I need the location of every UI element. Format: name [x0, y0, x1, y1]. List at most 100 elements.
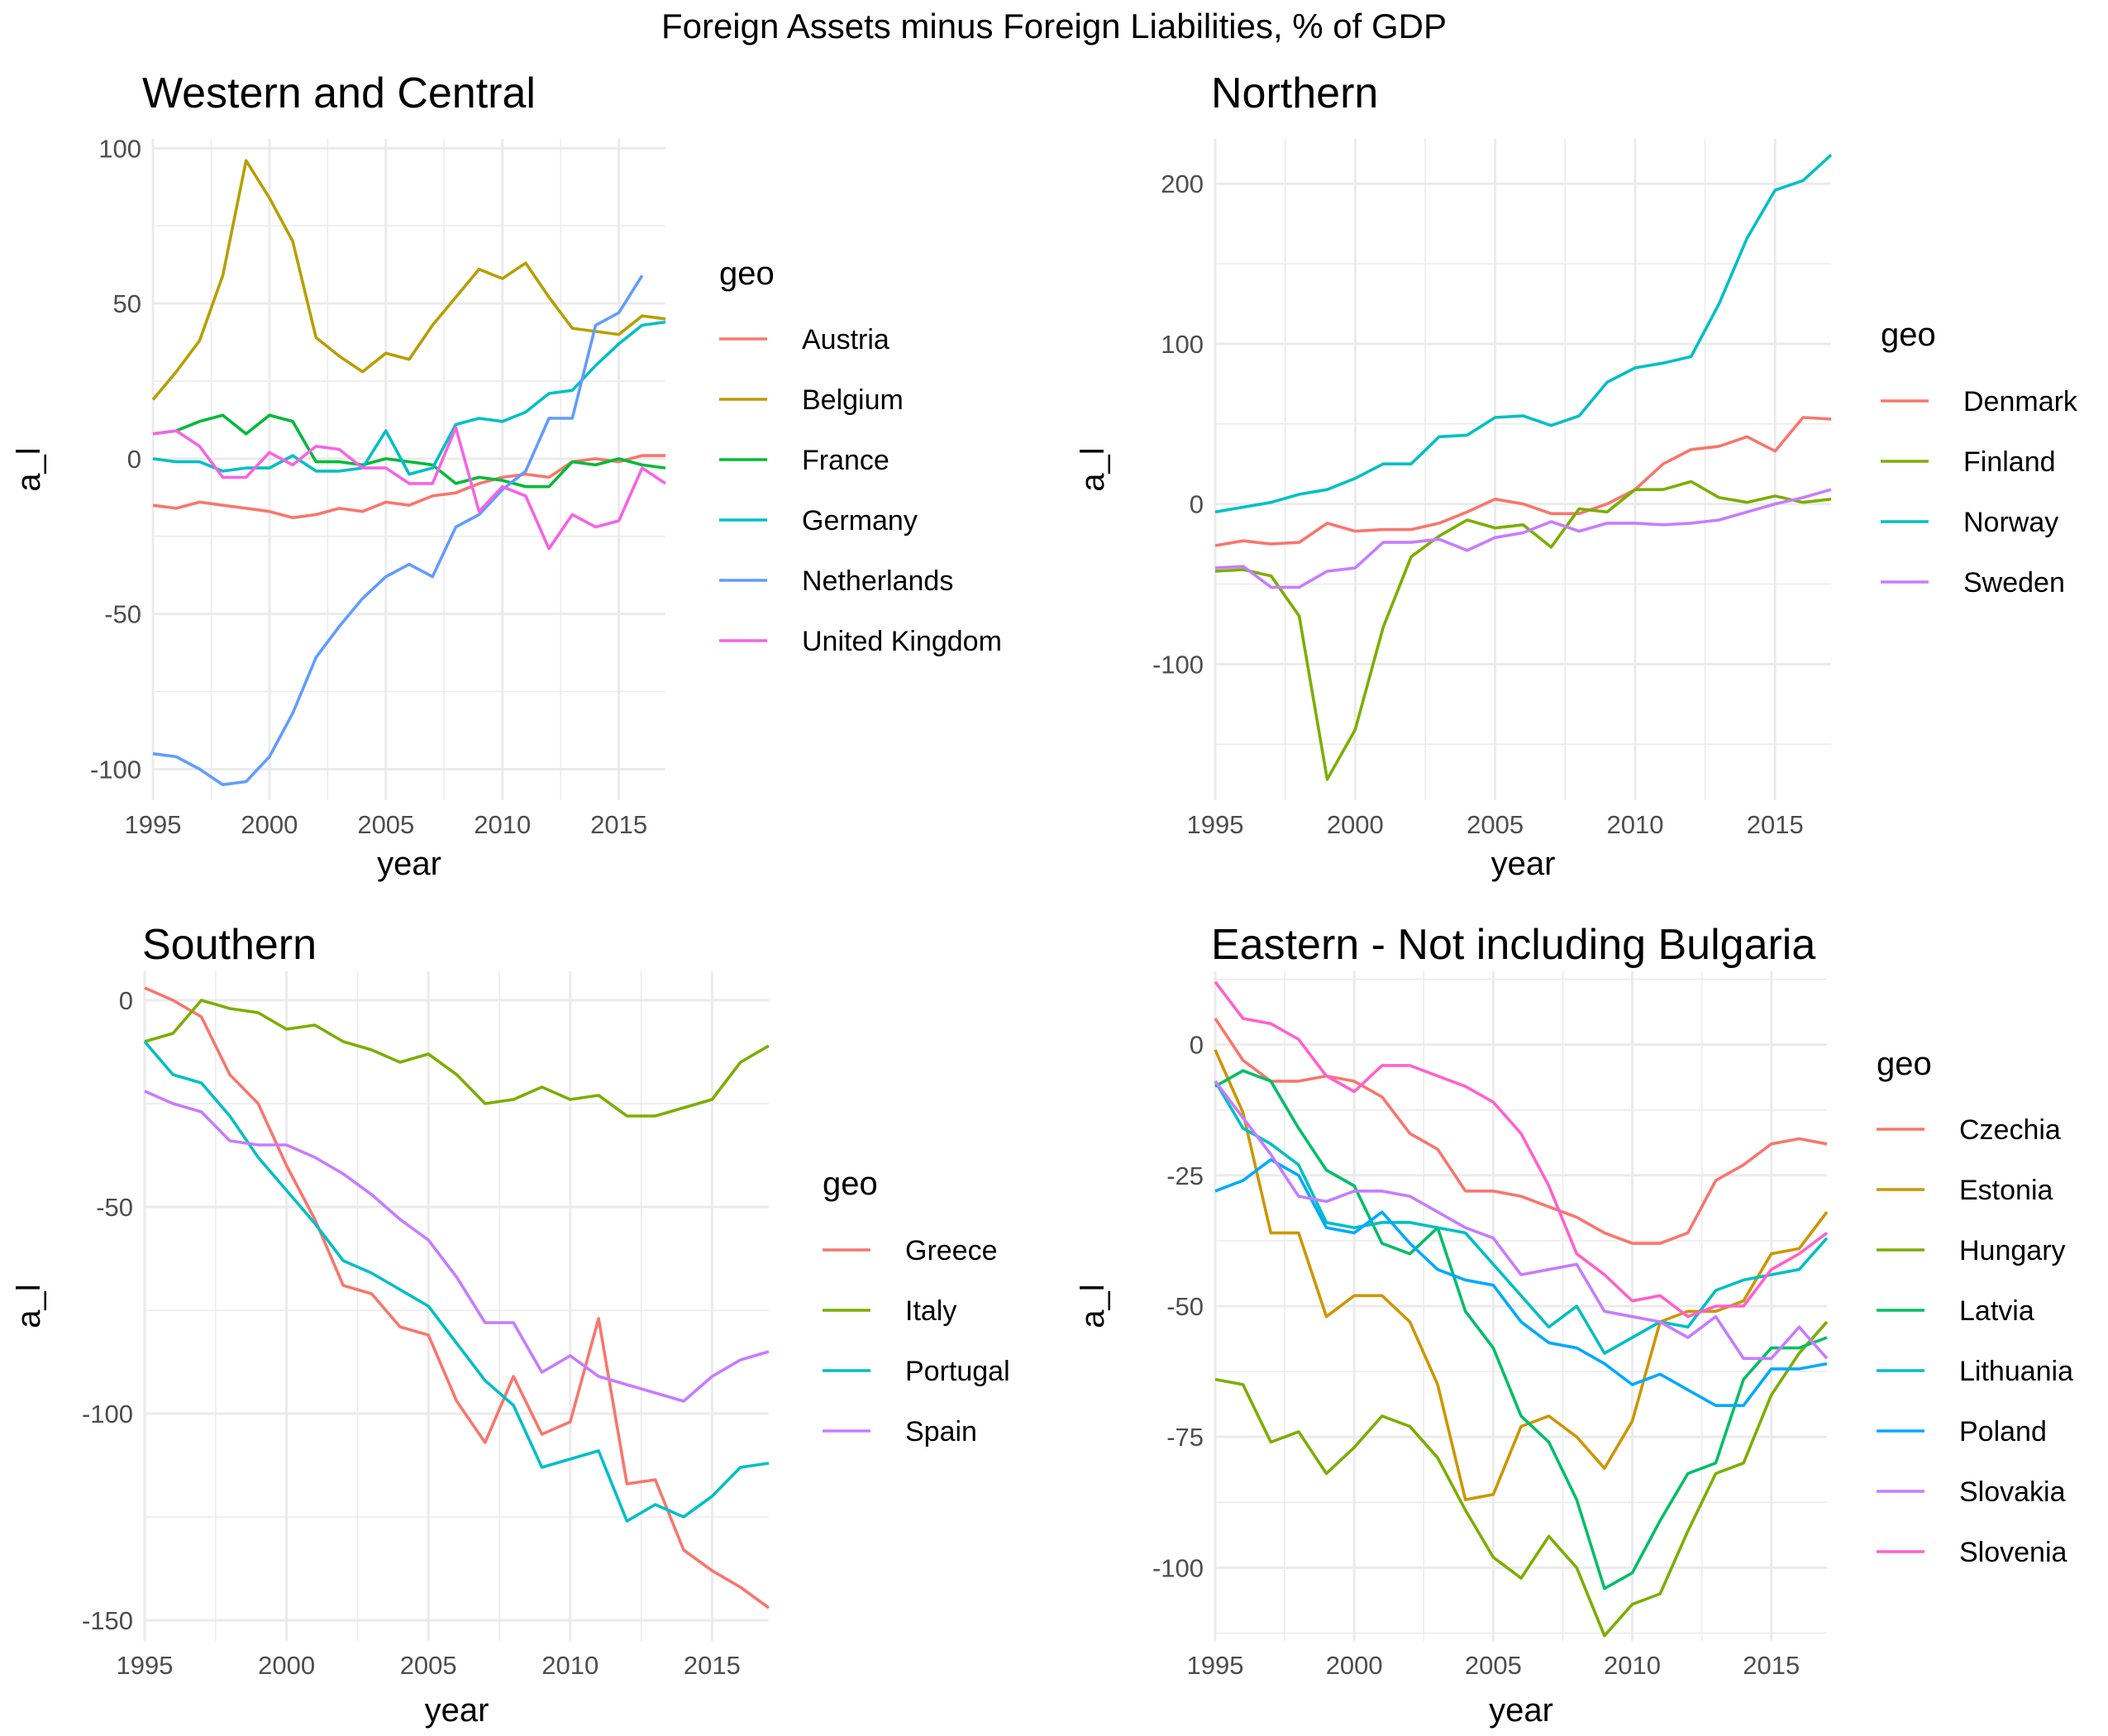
- legend-title: geo: [823, 1166, 878, 1202]
- series-line-hungary: [1214, 1320, 1829, 1638]
- y-tick-label: 100: [1161, 330, 1204, 359]
- legend-label-portugal: Portugal: [905, 1356, 1010, 1387]
- x-tick-label: 2005: [357, 810, 414, 839]
- x-tick-label: 2000: [1327, 810, 1384, 839]
- x-tick-label: 2010: [474, 810, 531, 839]
- x-axis-label: year: [425, 1692, 489, 1729]
- x-tick-label: 2000: [241, 810, 298, 839]
- legend-label-norway: Norway: [1963, 507, 2058, 538]
- x-tick-label: 1995: [1187, 1651, 1244, 1680]
- legend: geo Czechia Estonia Hungary Latvia Lithuania P…: [1877, 1046, 2073, 1568]
- y-tick-label: 0: [127, 445, 141, 474]
- legend-label-poland: Poland: [1959, 1416, 2047, 1447]
- panel-title: Southern: [142, 921, 317, 969]
- series-line-austria: [152, 454, 665, 519]
- y-tick-label: -150: [82, 1606, 133, 1635]
- x-tick-label: 2015: [590, 810, 647, 839]
- x-tick-label: 1995: [125, 810, 182, 839]
- y-tick-label: 0: [1190, 1031, 1204, 1060]
- series-line-italy: [144, 999, 770, 1118]
- panel-title: Eastern - Not including Bulgaria: [1211, 921, 1815, 969]
- y-tick-label: -75: [1166, 1423, 1204, 1452]
- series-line-norway: [1214, 154, 1833, 514]
- legend-label-spain: Spain: [905, 1416, 977, 1447]
- legend-label-denmark: Denmark: [1963, 386, 2078, 417]
- x-tick-label: 2000: [1326, 1651, 1383, 1680]
- y-tick-label: -25: [1166, 1161, 1204, 1190]
- panel-eastern-not-including-bulgaria: -100 -75 -50 -25 0 1995 2000 2005 2010 2015 Easter…: [1075, 921, 2073, 1729]
- panel-title: Western and Central: [142, 69, 536, 117]
- legend: geo Austria Belgium France Germany Netherland…: [719, 255, 1002, 657]
- legend-label-estonia: Estonia: [1959, 1175, 2053, 1206]
- x-tick-label: 1995: [117, 1651, 174, 1680]
- x-tick-label: 2005: [400, 1651, 457, 1680]
- y-tick-label: -100: [1152, 1553, 1204, 1582]
- x-tick-label: 2005: [1465, 1651, 1522, 1680]
- panel-title: Northern: [1211, 69, 1378, 117]
- y-axis-label: a_l: [1075, 447, 1111, 491]
- series-line-france: [152, 413, 666, 489]
- legend-label-france: France: [802, 445, 889, 476]
- legend: geo Denmark Finland Norway Sweden: [1881, 317, 2078, 599]
- series-line-belgium: [151, 159, 666, 401]
- series-line-estonia: [1214, 1049, 1829, 1501]
- y-axis-label: a_l: [11, 1284, 47, 1328]
- y-tick-label: 0: [1190, 490, 1204, 519]
- x-tick-label: 2015: [684, 1651, 741, 1680]
- series-line-portugal: [143, 1040, 770, 1523]
- x-tick-label: 2015: [1747, 810, 1804, 839]
- legend-label-lithuania: Lithuania: [1959, 1356, 2073, 1387]
- series-line-denmark: [1214, 416, 1832, 547]
- x-tick-label: 2010: [1604, 1651, 1661, 1680]
- series-line-poland: [1214, 1158, 1828, 1407]
- y-tick-label: -100: [1152, 650, 1204, 679]
- series-line-slovenia: [1214, 980, 1829, 1319]
- legend-title: geo: [1877, 1046, 1932, 1082]
- legend-label-slovenia: Slovenia: [1959, 1537, 2067, 1568]
- x-tick-label: 2015: [1743, 1651, 1800, 1680]
- legend-label-finland: Finland: [1963, 446, 2056, 478]
- x-axis-label: year: [377, 846, 441, 882]
- legend-label-austria: Austria: [802, 324, 889, 355]
- legend-label-united-kingdom: United Kingdom: [802, 626, 1002, 657]
- y-tick-label: 100: [98, 134, 141, 163]
- legend-title: geo: [1881, 317, 1936, 353]
- y-tick-label: 200: [1161, 169, 1204, 198]
- y-tick-label: 50: [113, 289, 141, 318]
- x-tick-label: 2005: [1467, 810, 1524, 839]
- y-axis-label: a_l: [11, 447, 47, 491]
- y-axis-label: a_l: [1075, 1284, 1111, 1328]
- legend-title: geo: [719, 255, 775, 292]
- legend-label-sweden: Sweden: [1963, 567, 2065, 599]
- x-tick-label: 2010: [1606, 810, 1663, 839]
- panel-southern: -150 -100 -50 0 1995 2000 2005 2010 2015 Southern…: [11, 921, 1010, 1729]
- y-tick-label: -50: [96, 1193, 133, 1222]
- series-line-finland: [1214, 479, 1832, 781]
- legend: geo Greece Italy Portugal Spain: [823, 1166, 1010, 1447]
- legend-label-germany: Germany: [802, 505, 918, 537]
- series-line-greece: [144, 986, 770, 1610]
- legend-label-netherlands: Netherlands: [802, 565, 953, 597]
- legend-label-czechia: Czechia: [1959, 1114, 2061, 1146]
- y-tick-label: -50: [104, 600, 141, 629]
- legend-label-slovakia: Slovakia: [1959, 1476, 2066, 1508]
- series-line-germany: [152, 320, 666, 476]
- panel-western-and-central: -100 -50 0 50 100 1995 2000 2005 2010 2015 Western…: [11, 69, 1002, 882]
- x-axis-label: year: [1491, 846, 1556, 882]
- panel-northern: -100 0 100 200 1995 2000 2005 2010 2015 Northern y…: [1075, 69, 2078, 882]
- series-line-netherlands: [152, 274, 644, 786]
- y-tick-label: 0: [119, 986, 133, 1015]
- series-line-united-kingdom: [152, 426, 666, 551]
- y-tick-label: -50: [1166, 1292, 1204, 1321]
- series-line-slovakia: [1214, 1080, 1829, 1361]
- series-line-czechia: [1214, 1018, 1828, 1245]
- y-tick-label: -100: [82, 1400, 133, 1428]
- x-axis-label: year: [1489, 1692, 1553, 1729]
- legend-label-greece: Greece: [905, 1235, 998, 1266]
- legend-label-hungary: Hungary: [1959, 1235, 2066, 1266]
- series-line-spain: [144, 1090, 770, 1403]
- y-tick-label: -100: [90, 755, 141, 784]
- series-line-sweden: [1214, 488, 1832, 589]
- legend-label-latvia: Latvia: [1959, 1295, 2034, 1327]
